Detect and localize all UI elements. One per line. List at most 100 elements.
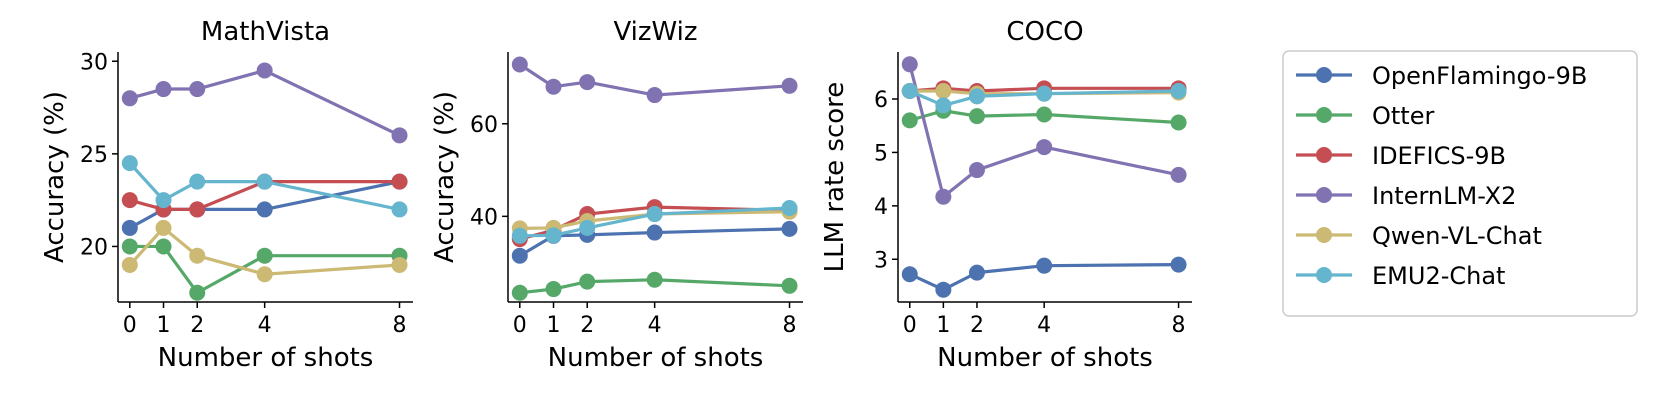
panel-vizwiz: VizWiz 0 1 2 4 8 40 60 Number of shots Accuracy (… bbox=[430, 17, 803, 373]
chart-title: COCO bbox=[1006, 17, 1083, 47]
data-point bbox=[189, 81, 206, 98]
data-point bbox=[155, 192, 172, 209]
data-point bbox=[189, 173, 206, 190]
y-tick-label: 6 bbox=[874, 88, 888, 113]
data-point bbox=[391, 127, 408, 144]
data-point bbox=[646, 271, 663, 288]
data-point bbox=[511, 56, 528, 73]
x-tick-label: 0 bbox=[123, 313, 137, 338]
x-tick-label: 4 bbox=[1037, 313, 1051, 338]
panel-mathvista: MathVista 0 1 2 4 8 20 25 30 Number of shots Accur… bbox=[40, 17, 413, 373]
data-point bbox=[1170, 114, 1187, 131]
data-point bbox=[1036, 85, 1053, 102]
x-tick-label: 1 bbox=[157, 313, 171, 338]
data-point bbox=[968, 162, 985, 179]
y-tick-label: 30 bbox=[80, 50, 108, 75]
legend-label: Qwen-VL-Chat bbox=[1372, 222, 1542, 250]
legend-label: InternLM-X2 bbox=[1372, 182, 1516, 210]
data-point bbox=[121, 238, 138, 255]
y-tick-label: 4 bbox=[874, 195, 888, 220]
x-tick-label: 2 bbox=[190, 313, 204, 338]
legend-item-openflamingo-9b: OpenFlamingo-9B bbox=[1296, 62, 1587, 90]
data-point bbox=[968, 88, 985, 105]
legend-marker bbox=[1316, 187, 1332, 203]
data-point bbox=[256, 247, 273, 264]
data-point bbox=[1170, 82, 1187, 99]
data-point bbox=[155, 219, 172, 236]
y-tick-label: 20 bbox=[80, 235, 108, 260]
x-tick-label: 0 bbox=[903, 313, 917, 338]
data-point bbox=[391, 173, 408, 190]
data-point bbox=[121, 192, 138, 209]
chart-title: MathVista bbox=[201, 17, 330, 47]
data-point bbox=[781, 77, 798, 94]
data-point bbox=[1170, 256, 1187, 273]
legend-marker bbox=[1316, 107, 1332, 123]
data-point bbox=[391, 201, 408, 218]
series-otter bbox=[901, 102, 1187, 131]
data-point bbox=[121, 256, 138, 273]
data-point bbox=[781, 277, 798, 294]
x-axis-label: Number of shots bbox=[158, 343, 374, 373]
x-tick-label: 2 bbox=[970, 313, 984, 338]
data-point bbox=[935, 97, 952, 114]
data-point bbox=[901, 266, 918, 283]
data-point bbox=[155, 238, 172, 255]
series-emu2-chat bbox=[511, 200, 798, 244]
legend: OpenFlamingo-9B Otter IDEFICS-9B InternLM-X… bbox=[1282, 50, 1638, 317]
legend-box bbox=[1282, 50, 1638, 317]
legend-item-internlm-x2: InternLM-X2 bbox=[1296, 182, 1516, 210]
x-tick-label: 8 bbox=[1172, 313, 1186, 338]
x-tick-label: 1 bbox=[936, 313, 950, 338]
data-point bbox=[935, 281, 952, 298]
data-point bbox=[189, 247, 206, 264]
x-axis-label: Number of shots bbox=[937, 343, 1153, 373]
data-point bbox=[781, 220, 798, 237]
data-point bbox=[256, 201, 273, 218]
data-point bbox=[579, 74, 596, 91]
x-tick-label: 8 bbox=[393, 313, 407, 338]
data-point bbox=[968, 264, 985, 281]
data-point bbox=[646, 224, 663, 241]
x-tick-label: 4 bbox=[258, 313, 272, 338]
legend-item-qwen-vl-chat: Qwen-VL-Chat bbox=[1296, 222, 1542, 250]
data-point bbox=[968, 108, 985, 125]
data-point bbox=[545, 227, 562, 244]
legend-marker bbox=[1316, 67, 1332, 83]
y-tick-label: 5 bbox=[874, 141, 888, 166]
legend-marker bbox=[1316, 227, 1332, 243]
data-point bbox=[391, 256, 408, 273]
y-axis-label: Accuracy (%) bbox=[430, 91, 460, 263]
chart-title: VizWiz bbox=[613, 17, 697, 47]
data-point bbox=[901, 82, 918, 99]
data-point bbox=[511, 284, 528, 301]
y-axis-label: Accuracy (%) bbox=[40, 91, 70, 263]
series-qwen-vl-chat bbox=[121, 219, 408, 283]
legend-item-otter: Otter bbox=[1296, 102, 1434, 130]
data-point bbox=[935, 188, 952, 205]
legend-entries: OpenFlamingo-9B Otter IDEFICS-9B InternLM-X… bbox=[1296, 62, 1587, 290]
x-tick-label: 0 bbox=[513, 313, 527, 338]
series-emu2-chat bbox=[901, 82, 1187, 114]
data-point bbox=[1036, 139, 1053, 156]
data-point bbox=[256, 173, 273, 190]
data-point bbox=[155, 81, 172, 98]
x-tick-label: 4 bbox=[648, 313, 662, 338]
data-point bbox=[935, 82, 952, 99]
y-tick-label: 3 bbox=[874, 248, 888, 273]
data-point bbox=[256, 266, 273, 283]
x-axis-label: Number of shots bbox=[548, 343, 764, 373]
data-point bbox=[189, 201, 206, 218]
data-point bbox=[901, 56, 918, 73]
legend-label: Otter bbox=[1372, 102, 1434, 130]
data-point bbox=[646, 87, 663, 104]
y-tick-label: 60 bbox=[470, 113, 498, 138]
legend-label: IDEFICS-9B bbox=[1372, 142, 1506, 170]
data-point bbox=[121, 90, 138, 107]
x-tick-label: 1 bbox=[547, 313, 561, 338]
data-point bbox=[646, 206, 663, 223]
data-point bbox=[1036, 257, 1053, 274]
data-point bbox=[1170, 166, 1187, 183]
